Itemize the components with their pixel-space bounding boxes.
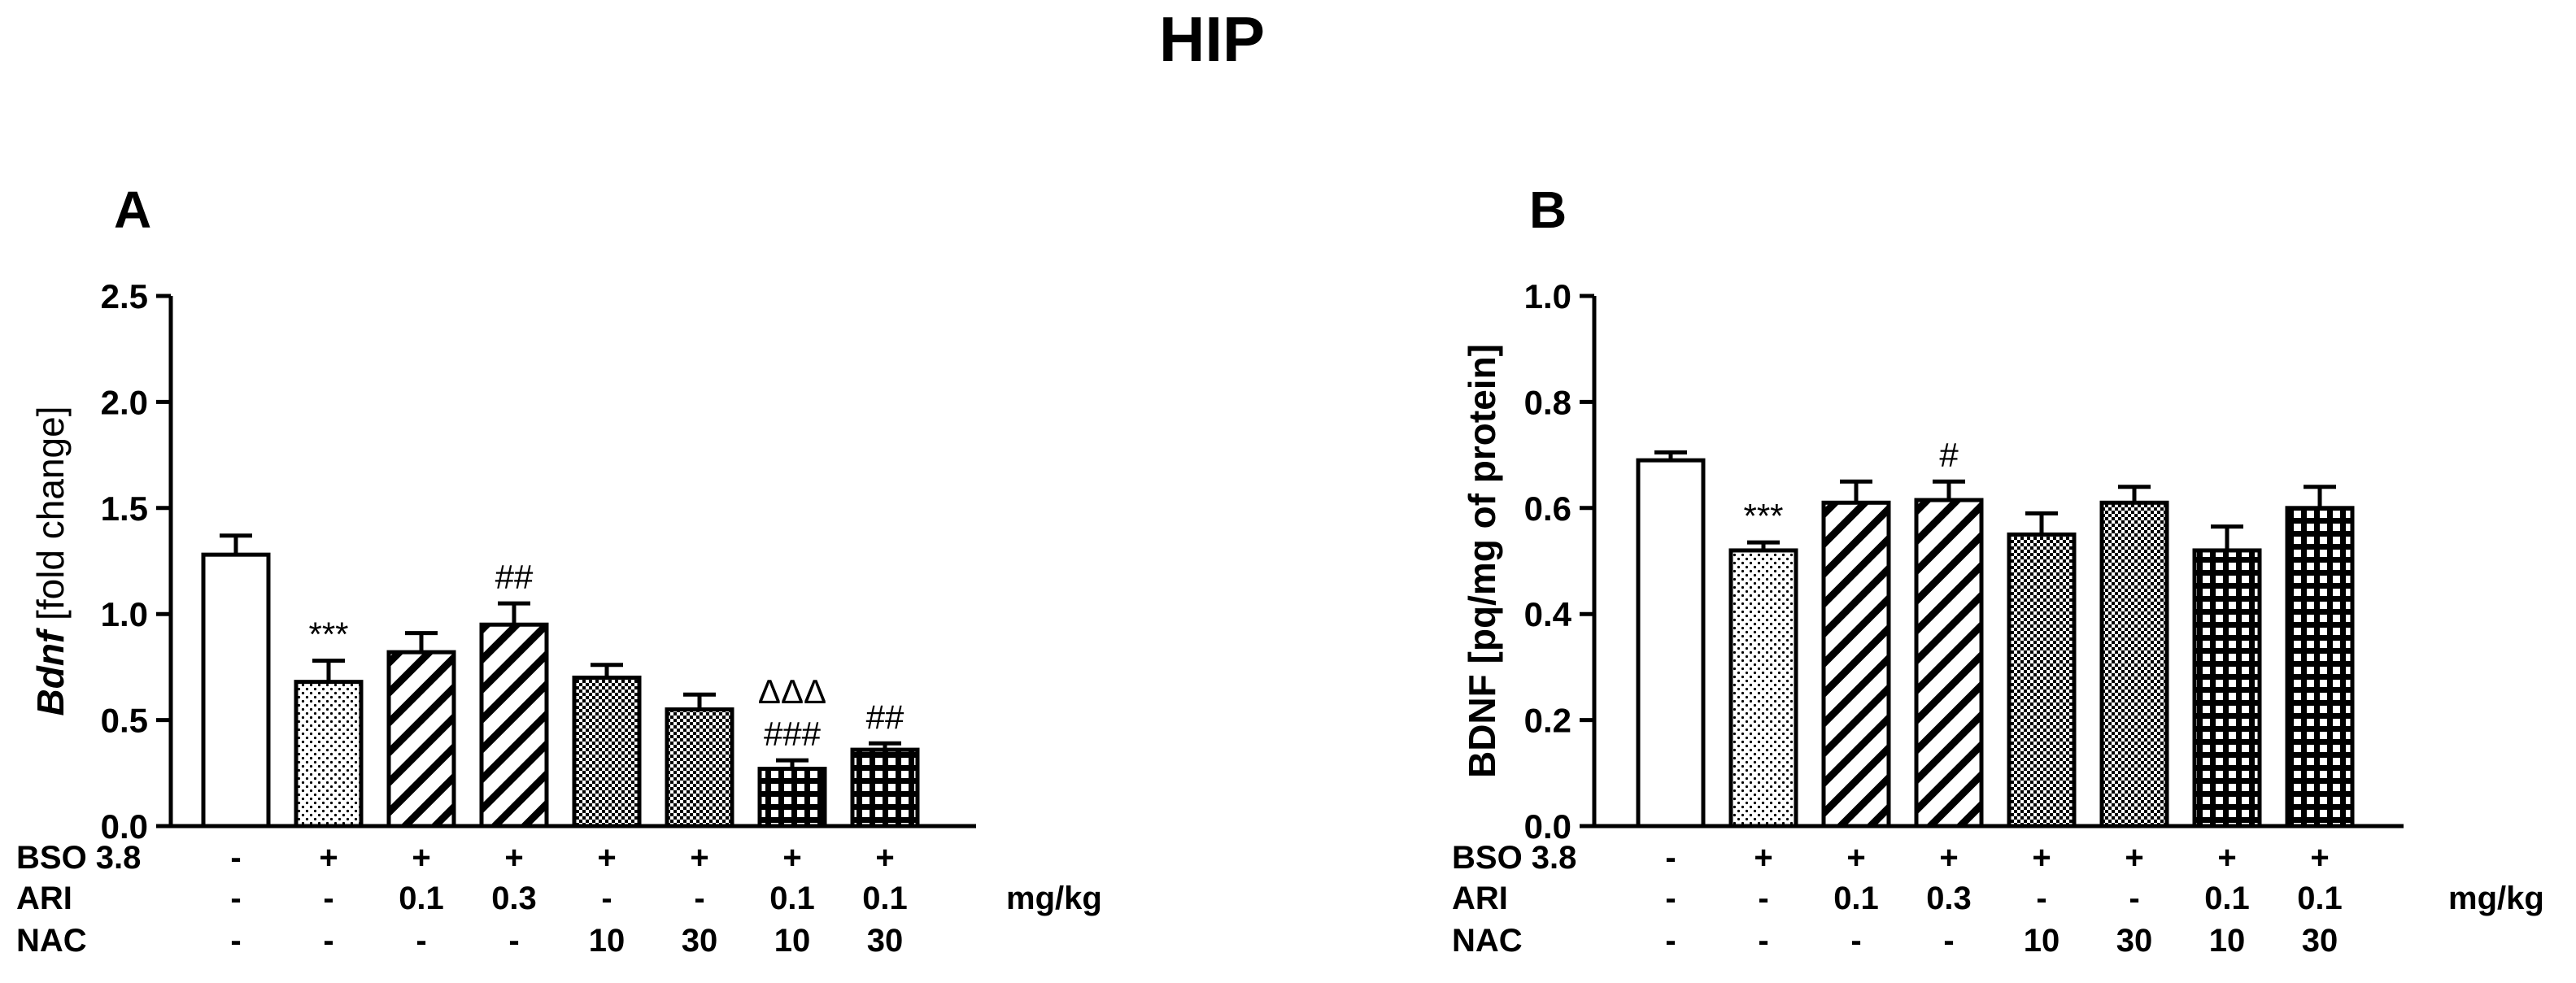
bar [850,747,920,829]
treatment-value: 10 [589,923,625,959]
y-tick-label: 0.2 [1524,702,1571,740]
treatment-value: 0.1 [399,881,444,916]
significance-label: *** [308,615,348,654]
y-tick-label: 1.0 [1524,277,1571,315]
panel-a: A 0.0 0.5 1.0 1.5 2.0 2.5 Bdnf [fold change] ***… [16,181,1102,959]
bar [2192,548,2262,829]
significance-label: ## [495,558,534,596]
treatment-value: 10 [2024,923,2060,959]
treatment-value: 0.1 [2204,881,2250,916]
significance-label: ### [764,715,822,753]
treatment-value: 10 [2209,923,2246,959]
bar [479,622,549,829]
treatment-unit: mg/kg [1006,881,1102,916]
treatment-value: 0.1 [1833,881,1879,916]
treatment-unit: mg/kg [2448,881,2544,916]
treatment-value: 30 [682,923,718,959]
treatment-value: - [1850,923,1861,959]
treatment-value: + [2125,840,2143,876]
y-tick-label: 0.6 [1524,489,1571,528]
treatment-value: + [782,840,801,876]
bar [1821,500,1891,829]
treatment-value: - [1665,881,1676,916]
treatment-value: + [2217,840,2236,876]
significance-label: # [1939,436,1959,474]
bar [757,767,827,829]
treatment-value: - [1758,923,1768,959]
treatment-value: 30 [2302,923,2338,959]
treatment-value: - [601,881,612,916]
treatment-value: 0.1 [862,881,908,916]
panel-b: B 0.0 0.2 0.4 0.6 0.8 1.0 BDNF [pq/mg of protei… [1452,181,2544,959]
treatment-row-label: BSO 3.8 [1452,840,1576,876]
treatment-value: + [875,840,894,876]
bar [1914,498,1984,829]
bar [2099,500,2169,829]
treatment-value: - [1758,881,1768,916]
y-tick-label: 2.5 [101,277,148,315]
significance-label: ΔΔΔ [758,672,826,711]
treatment-value: + [319,840,338,876]
treatment-value: - [416,923,426,959]
y-axis-label: BDNF [pq/mg of protein] [1461,344,1503,778]
treatment-value: + [412,840,430,876]
treatment-value: 30 [2116,923,2153,959]
treatment-value: - [1665,923,1676,959]
bar [572,675,642,829]
treatment-value: + [504,840,523,876]
significance-label: *** [1743,497,1783,535]
treatment-value: 0.3 [491,881,537,916]
treatment-value: - [323,923,333,959]
treatment-value: - [323,881,333,916]
y-tick-label: 0.4 [1524,595,1572,633]
treatment-value: + [2032,840,2051,876]
y-tick-label: 1.0 [101,595,148,633]
treatment-value: - [230,923,241,959]
treatment-value: - [1665,840,1676,876]
y-axis-label: Bdnf [fold change] [29,407,72,716]
y-tick-label: 1.5 [101,489,148,528]
treatment-value: + [597,840,616,876]
figure-title: HIP [1159,3,1265,75]
treatment-value: + [1939,840,1958,876]
bar [2285,506,2355,829]
treatment-value: 10 [774,923,811,959]
treatment-row-label: BSO 3.8 [16,840,141,876]
bar [386,650,456,829]
treatment-value: 0.1 [2297,881,2343,916]
treatment-value: - [1943,923,1954,959]
treatment-row-label: ARI [16,881,72,916]
treatment-value: 30 [867,923,904,959]
panel-label: A [114,181,151,239]
treatment-value: 0.1 [769,881,815,916]
treatment-value: - [2129,881,2139,916]
y-tick-label: 0.0 [1524,807,1571,846]
treatment-value: - [694,881,704,916]
bar [294,680,364,829]
bar [665,707,734,829]
y-tick-label: 0.8 [1524,383,1571,421]
treatment-value: + [690,840,708,876]
y-tick-label: 0.0 [101,807,148,846]
significance-label: ## [866,698,904,736]
bar [201,552,271,829]
y-tick-label: 0.5 [101,702,148,740]
treatment-row-label: ARI [1452,881,1508,916]
y-tick-label: 2.0 [101,383,148,421]
treatment-value: - [2036,881,2046,916]
treatment-value: + [1754,840,1772,876]
treatment-value: + [2310,840,2329,876]
treatment-value: - [508,923,519,959]
bar [1728,548,1798,829]
treatment-value: 0.3 [1926,881,1972,916]
treatment-row-label: NAC [1452,923,1523,959]
treatment-value: - [230,881,241,916]
bar [2007,532,2077,829]
treatment-row-label: NAC [16,923,87,959]
bar [1636,458,1706,829]
treatment-value: + [1846,840,1865,876]
treatment-value: - [230,840,241,876]
panel-label: B [1529,181,1567,239]
